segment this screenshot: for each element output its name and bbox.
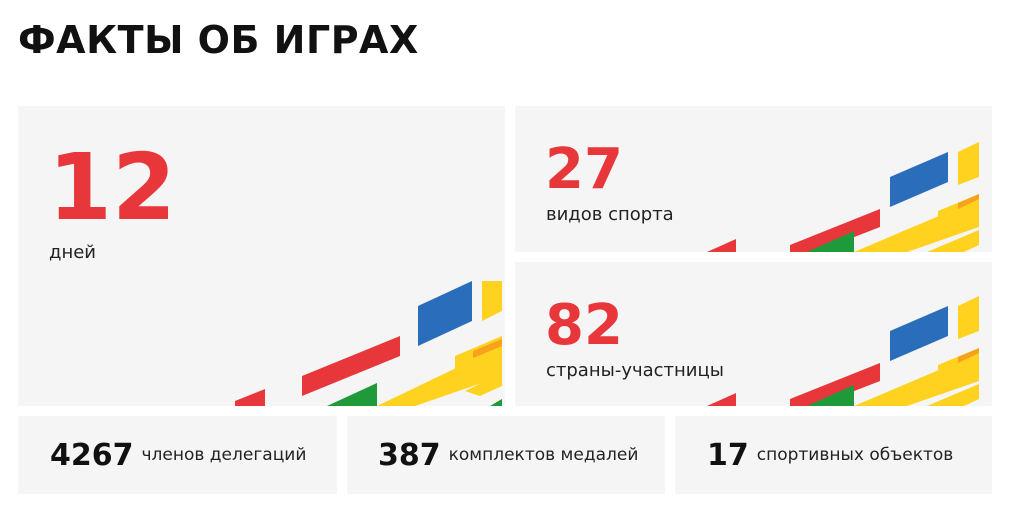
stat-delegations: 4267 членов делегаций — [18, 416, 337, 494]
sports-label: видов спорта — [546, 204, 674, 225]
page-title: ФАКТЫ ОБ ИГРАХ — [18, 18, 419, 62]
stat-label: членов делегаций — [141, 445, 307, 465]
days-label: дней — [49, 242, 96, 263]
stat-label: спортивных объектов — [756, 445, 954, 465]
decorative-stripes — [707, 296, 979, 406]
countries-value: 82 — [545, 293, 623, 358]
stat-value: 387 — [378, 437, 441, 473]
sports-value: 27 — [545, 137, 623, 202]
stat-label: комплектов медалей — [448, 445, 639, 465]
decorative-stripes — [235, 281, 502, 406]
stat-medals: 387 комплектов медалей — [347, 416, 665, 494]
fact-card-days: 12 дней — [18, 106, 505, 406]
stat-value: 17 — [707, 437, 749, 473]
decorative-stripes — [707, 142, 979, 252]
days-value: 12 — [48, 134, 177, 241]
fact-card-countries: 82 страны-участницы — [515, 262, 992, 406]
countries-label: страны-участницы — [546, 360, 724, 381]
fact-card-sports: 27 видов спорта — [515, 106, 992, 252]
stat-value: 4267 — [50, 437, 134, 473]
stat-venues: 17 спортивных объектов — [675, 416, 992, 494]
